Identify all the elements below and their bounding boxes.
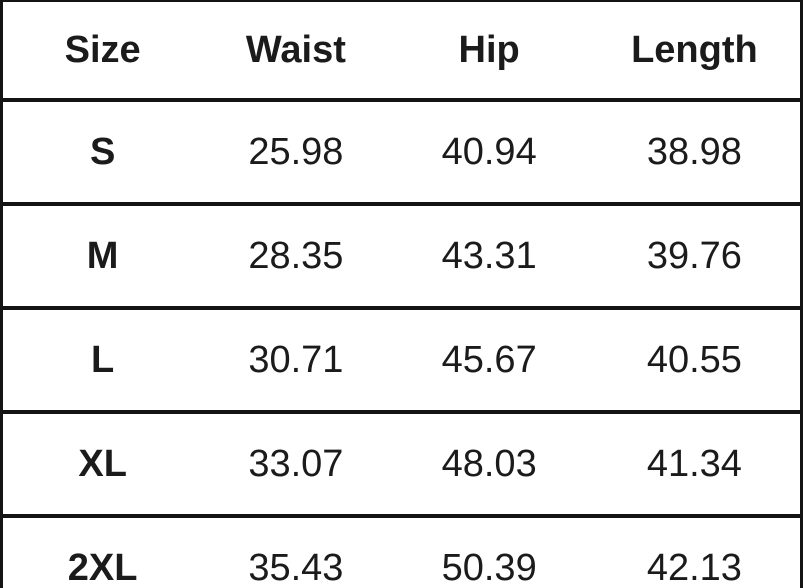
hip-value: 43.31 — [441, 235, 537, 277]
waist-value: 33.07 — [248, 443, 344, 485]
length-value: 41.34 — [646, 443, 742, 485]
hip-value: 40.94 — [441, 131, 537, 173]
table-row-l: L 30.71 45.67 40.55 — [3, 306, 800, 410]
column-header-waist: Waist — [245, 29, 346, 71]
table-header-row: Size Waist Hip Length — [3, 2, 800, 98]
waist-value: 25.98 — [248, 131, 344, 173]
size-label: XL — [78, 443, 127, 485]
hip-value: 50.39 — [441, 547, 537, 588]
waist-value: 30.71 — [248, 339, 344, 381]
size-label: S — [89, 131, 116, 173]
table-row-s: S 25.98 40.94 38.98 — [3, 98, 800, 202]
length-value: 39.76 — [646, 235, 742, 277]
size-label: L — [91, 339, 115, 381]
waist-value: 28.35 — [248, 235, 344, 277]
table-row-m: M 28.35 43.31 39.76 — [3, 202, 800, 306]
column-header-size: Size — [64, 29, 141, 71]
hip-value: 48.03 — [441, 443, 537, 485]
length-value: 38.98 — [646, 131, 742, 173]
column-header-hip: Hip — [458, 29, 520, 71]
length-value: 40.55 — [646, 339, 742, 381]
table-row-xl: XL 33.07 48.03 41.34 — [3, 410, 800, 514]
column-header-length: Length — [631, 29, 758, 71]
hip-value: 45.67 — [441, 339, 537, 381]
size-label: M — [86, 235, 119, 277]
size-label: 2XL — [67, 547, 138, 588]
table-row-2xl: 2XL 35.43 50.39 42.13 — [3, 514, 800, 588]
waist-value: 35.43 — [248, 547, 344, 588]
length-value: 42.13 — [646, 547, 742, 588]
